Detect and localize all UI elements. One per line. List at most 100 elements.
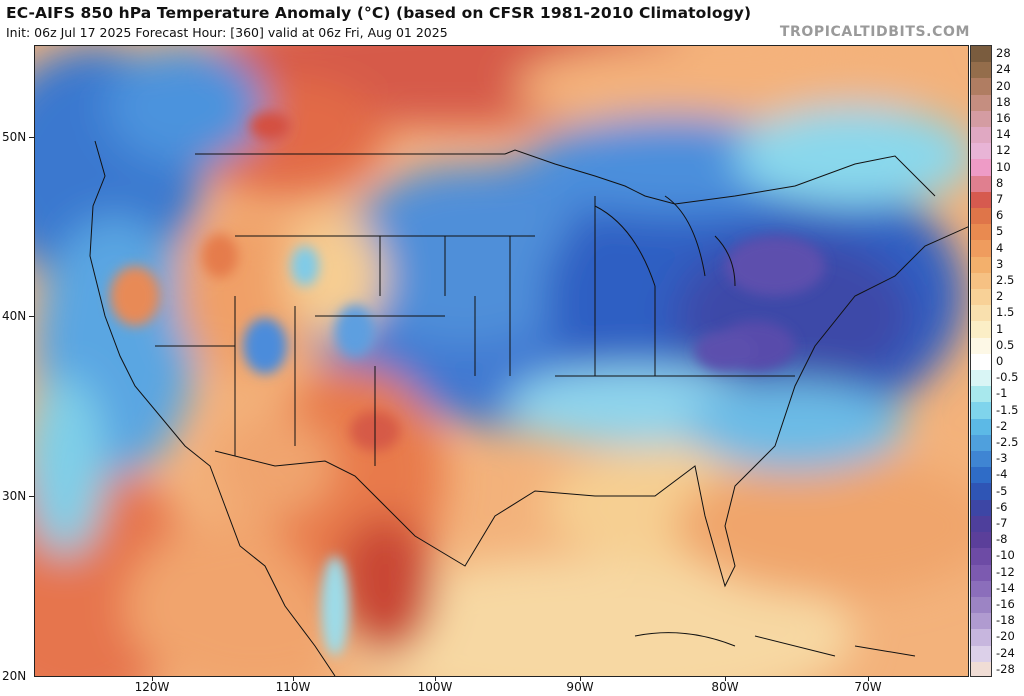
lat-tick	[29, 496, 34, 497]
lon-tick	[580, 677, 581, 681]
colorbar-swatch	[971, 596, 991, 614]
colorbar-swatch	[971, 532, 991, 549]
lat-label-30n: 30N	[2, 489, 27, 503]
colorbar-swatch	[971, 402, 991, 419]
colorbar	[970, 45, 992, 677]
colorbar-swatch	[971, 46, 991, 63]
colorbar-swatch	[971, 256, 991, 273]
colorbar-label: 5	[996, 224, 1004, 239]
colorbar-label: 18	[996, 94, 1011, 109]
colorbar-label: 14	[996, 127, 1011, 142]
colorbar-label: 24	[996, 62, 1011, 77]
geographic-outlines	[89, 140, 968, 676]
colorbar-swatch	[971, 483, 991, 500]
colorbar-swatch	[971, 451, 991, 468]
colorbar-label: 3	[996, 256, 1004, 271]
colorbar-label: 16	[996, 110, 1011, 125]
colorbar-swatch	[971, 62, 991, 79]
colorbar-label: -1.5	[996, 402, 1019, 417]
great-lakes	[594, 195, 736, 287]
colorbar-swatch	[971, 94, 991, 111]
colorbar-swatch	[971, 337, 991, 354]
colorbar-swatch	[971, 224, 991, 241]
colorbar-label: -4	[996, 467, 1008, 482]
colorbar-swatch	[971, 645, 991, 662]
colorbar-label: -24	[996, 645, 1015, 660]
brand-watermark[interactable]: TROPICALTIDBITS.COM	[779, 24, 970, 40]
lon-label-100w: 100W	[417, 680, 453, 694]
colorbar-label: 20	[996, 78, 1011, 93]
lon-label-80w: 80W	[711, 680, 739, 694]
colorbar-label: -16	[996, 597, 1015, 612]
colorbar-label: -7	[996, 516, 1008, 531]
lat-label-20n: 20N	[2, 669, 27, 683]
colorbar-swatch	[971, 386, 991, 403]
colorbar-swatch	[971, 499, 991, 516]
lon-tick	[725, 677, 726, 681]
map-subtitle: Init: 06z Jul 17 2025 Forecast Hour: [36…	[6, 25, 448, 40]
colorbar-swatch	[971, 143, 991, 160]
us-canada-border	[195, 149, 936, 205]
colorbar-label: 4	[996, 240, 1004, 255]
lon-label-90w: 90W	[566, 680, 594, 694]
us-south-east-coast	[214, 226, 968, 588]
colorbar-label: 0.5	[996, 337, 1015, 352]
colorbar-label: -5	[996, 483, 1008, 498]
colorbar-label: -18	[996, 613, 1015, 628]
colorbar-swatch	[971, 78, 991, 95]
colorbar-swatch	[971, 418, 991, 435]
colorbar-label: -1	[996, 386, 1008, 401]
lon-tick	[152, 677, 153, 681]
colorbar-swatch	[971, 434, 991, 452]
colorbar-swatch	[971, 661, 991, 676]
colorbar-swatch	[971, 159, 991, 176]
lat-label-50n: 50N	[2, 130, 27, 144]
colorbar-swatch	[971, 289, 991, 306]
colorbar-swatch	[971, 127, 991, 144]
state-borders	[155, 196, 795, 466]
colorbar-label: -20	[996, 629, 1015, 644]
lat-label-40n: 40N	[2, 309, 27, 323]
lon-label-70w: 70W	[854, 680, 882, 694]
anomaly-detail	[110, 112, 825, 656]
lon-tick	[868, 677, 869, 681]
colorbar-label: -28	[996, 661, 1015, 676]
colorbar-label: -0.5	[996, 370, 1019, 385]
colorbar-swatch	[971, 467, 991, 484]
colorbar-label: 2	[996, 289, 1004, 304]
caribbean-islands	[634, 632, 916, 657]
us-west-coast	[89, 140, 336, 676]
colorbar-swatch	[971, 321, 991, 338]
colorbar-label: 0	[996, 354, 1004, 368]
colorbar-label: 1	[996, 321, 1004, 336]
colorbar-label: 12	[996, 143, 1011, 158]
lat-tick	[29, 137, 34, 138]
colorbar-swatch	[971, 240, 991, 257]
colorbar-label: 6	[996, 208, 1004, 223]
map-title: EC-AIFS 850 hPa Temperature Anomaly (°C)…	[6, 4, 752, 22]
colorbar-label: 28	[996, 46, 1011, 61]
colorbar-swatch	[971, 208, 991, 225]
lon-label-110w: 110W	[275, 680, 311, 694]
colorbar-swatch	[971, 305, 991, 322]
lon-tick	[293, 677, 294, 681]
colorbar-swatch	[971, 191, 991, 209]
colorbar-label: -10	[996, 548, 1015, 563]
colorbar-swatch	[971, 564, 991, 581]
colorbar-swatch	[971, 110, 991, 128]
colorbar-swatch	[971, 272, 991, 290]
colorbar-swatch	[971, 548, 991, 565]
colorbar-swatch	[971, 629, 991, 646]
colorbar-label: 8	[996, 175, 1004, 190]
colorbar-label: 2.5	[996, 272, 1015, 287]
colorbar-label: -14	[996, 580, 1015, 595]
colorbar-swatch	[971, 353, 991, 371]
colorbar-swatch	[971, 515, 991, 533]
colorbar-label: -3	[996, 451, 1008, 466]
colorbar-label: -8	[996, 532, 1008, 547]
map-svg	[35, 46, 968, 676]
anomaly-map	[34, 45, 969, 677]
colorbar-label: -12	[996, 564, 1015, 579]
colorbar-label: 1.5	[996, 305, 1015, 320]
lon-tick	[435, 677, 436, 681]
